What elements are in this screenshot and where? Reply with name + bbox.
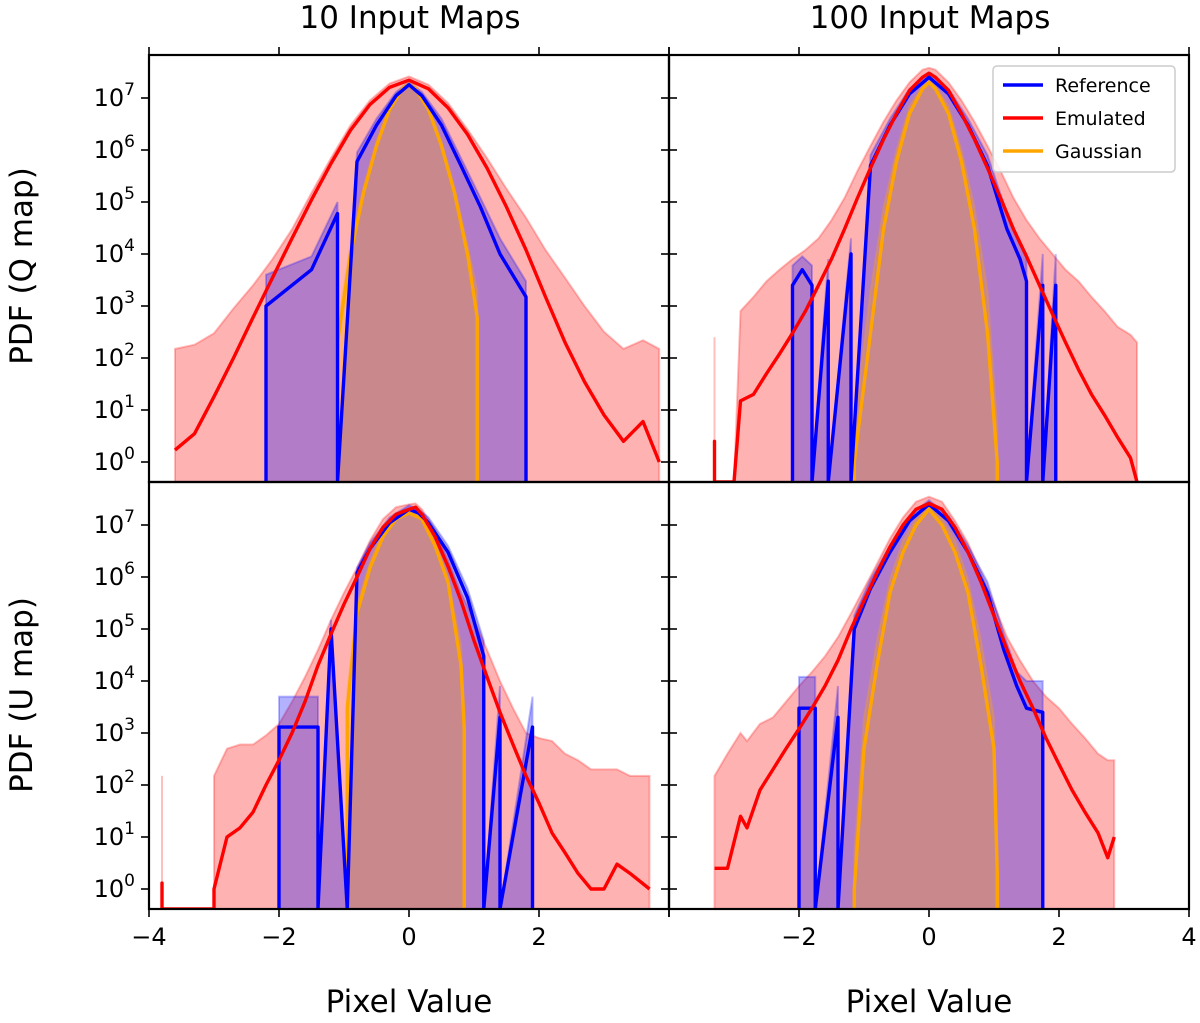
y-tick-label: 102 [94, 340, 135, 372]
plot-area [713, 495, 1116, 909]
y-tick-label: 105 [94, 611, 135, 643]
x-tick-label: 0 [401, 923, 416, 951]
series-line-gaussian [852, 80, 999, 482]
y-tick-label: 104 [94, 236, 135, 268]
row-ylabel-bottom: PDF (U map) [4, 597, 40, 793]
legend-label-emulated: Emulated [1055, 108, 1146, 130]
y-tick-label: 101 [94, 819, 135, 851]
legend-box [992, 65, 1176, 173]
series-line-emulated [714, 501, 1116, 871]
y-tick-label: 103 [94, 715, 135, 747]
x-tick-label: −4 [131, 923, 166, 951]
x-tick-label: 2 [1051, 923, 1066, 951]
plot-area [173, 75, 661, 482]
series-line-emulated [712, 71, 1139, 482]
y-tick-label: 101 [94, 392, 135, 424]
panel-3: −2 0 2 4 [661, 480, 1197, 951]
y-tick-label: 102 [94, 767, 135, 799]
series-line-reference [790, 75, 1058, 482]
x-axis-label-left: Pixel Value [326, 984, 493, 1020]
panel-frame [667, 480, 1191, 911]
panel-0: 100 101 102 103 104 105 106 107 [94, 47, 677, 484]
series-line-reference [264, 83, 528, 482]
panels: 1001011021031041051061071001011021031041… [94, 47, 1197, 951]
series-line-reference [797, 502, 1045, 909]
panel-1 [661, 47, 1191, 484]
legend-label-gaussian: Gaussian [1055, 141, 1142, 163]
series-line-emulated [173, 78, 661, 463]
y-tick-label: 106 [94, 559, 135, 591]
legend: Reference Emulated Gaussian [992, 65, 1176, 173]
series-line-gaussian [852, 507, 999, 909]
column-title-right: 100 Input Maps [810, 0, 1051, 36]
y-tick-label: 107 [94, 507, 135, 539]
y-tick-label: 106 [94, 132, 135, 164]
band-gaussian [853, 78, 999, 482]
x-tick-label: 0 [921, 923, 936, 951]
plot-area [712, 66, 1139, 482]
plot-area [160, 502, 651, 909]
y-tick-label: 107 [94, 80, 135, 112]
column-title-left: 10 Input Maps [300, 0, 521, 36]
series-line-emulated [160, 505, 651, 909]
y-tick-label: 103 [94, 288, 135, 320]
x-tick-label: 2 [531, 923, 546, 951]
y-tick-label: 104 [94, 663, 135, 695]
y-tick-label: 100 [94, 444, 135, 476]
x-axis-label-right: Pixel Value [846, 984, 1013, 1020]
row-ylabel-top: PDF (Q map) [4, 167, 40, 365]
x-tick-label: −2 [781, 923, 816, 951]
legend-label-reference: Reference [1055, 75, 1151, 97]
panel-2: 100 101 102 103 104 105 106 107 −4 −2 0 2 [94, 480, 677, 951]
y-tick-label: 100 [94, 871, 135, 903]
band-emulated [161, 502, 651, 909]
band-emulated [174, 75, 661, 482]
x-tick-label: 4 [1181, 923, 1196, 951]
y-tick-label: 105 [94, 184, 135, 216]
x-tick-label: −2 [261, 923, 296, 951]
